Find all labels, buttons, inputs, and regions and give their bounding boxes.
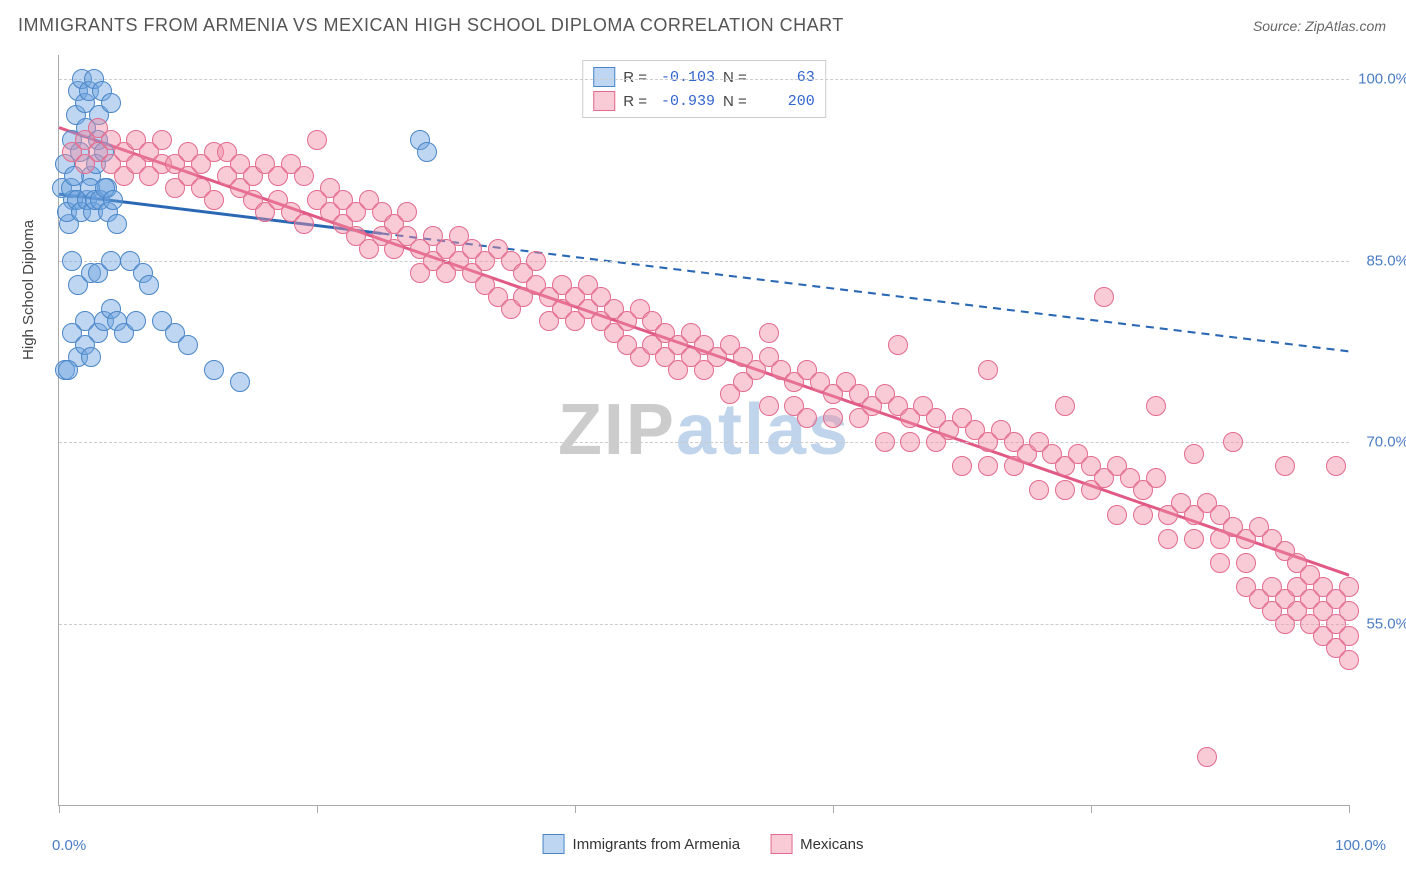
r-label: R = — [623, 93, 647, 110]
n-label: N = — [723, 93, 747, 110]
data-point-mexicans — [1184, 529, 1204, 549]
y-axis-title: High School Diploma — [20, 220, 37, 360]
plot-area: ZIPatlas R =-0.103N =63R =-0.939N =200 1… — [58, 55, 1349, 806]
data-point-mexicans — [1197, 747, 1217, 767]
series-legend: Immigrants from Armenia Mexicans — [543, 834, 864, 854]
stats-row-armenia: R = -0.103 N = 63 — [593, 65, 815, 89]
data-point-armenia — [62, 251, 82, 271]
gridline — [59, 79, 1349, 80]
gridline — [59, 624, 1349, 625]
gridline — [59, 261, 1349, 262]
data-point-armenia — [58, 360, 78, 380]
data-point-mexicans — [823, 408, 843, 428]
data-point-mexicans — [1146, 468, 1166, 488]
data-point-mexicans — [759, 323, 779, 343]
r-label: R = — [623, 69, 647, 86]
data-point-mexicans — [204, 190, 224, 210]
source-attribution: Source: ZipAtlas.com — [1253, 18, 1386, 34]
stats-row-mexicans: R = -0.939 N = 200 — [593, 89, 815, 113]
data-point-mexicans — [1055, 396, 1075, 416]
y-tick-label: 85.0% — [1366, 252, 1406, 269]
data-point-mexicans — [1158, 529, 1178, 549]
x-tick — [1349, 805, 1350, 813]
data-point-mexicans — [888, 335, 908, 355]
x-tick — [833, 805, 834, 813]
data-point-armenia — [101, 93, 121, 113]
legend-item-mexicans: Mexicans — [770, 834, 863, 854]
data-point-mexicans — [1133, 505, 1153, 525]
x-axis-min-label: 0.0% — [52, 837, 86, 854]
y-tick-label: 100.0% — [1358, 71, 1406, 88]
data-point-mexicans — [307, 130, 327, 150]
stats-legend: R = -0.103 N = 63 R = -0.939 N = 200 — [582, 60, 826, 118]
data-point-armenia — [107, 214, 127, 234]
y-tick-label: 70.0% — [1366, 434, 1406, 451]
data-point-mexicans — [759, 396, 779, 416]
data-point-armenia — [81, 347, 101, 367]
data-point-mexicans — [1275, 456, 1295, 476]
data-point-mexicans — [1339, 577, 1359, 597]
data-point-mexicans — [900, 432, 920, 452]
n-value: 200 — [755, 93, 815, 110]
data-point-mexicans — [978, 360, 998, 380]
n-label: N = — [723, 69, 747, 86]
legend-label: Mexicans — [800, 836, 863, 853]
x-tick — [1091, 805, 1092, 813]
data-point-mexicans — [397, 202, 417, 222]
data-point-armenia — [230, 372, 250, 392]
data-point-armenia — [103, 190, 123, 210]
data-point-mexicans — [1146, 396, 1166, 416]
data-point-armenia — [101, 251, 121, 271]
data-point-mexicans — [875, 432, 895, 452]
r-value: -0.939 — [655, 93, 715, 110]
data-point-mexicans — [952, 456, 972, 476]
legend-swatch — [543, 834, 565, 854]
data-point-mexicans — [1339, 650, 1359, 670]
data-point-mexicans — [1236, 553, 1256, 573]
legend-swatch — [770, 834, 792, 854]
data-point-armenia — [204, 360, 224, 380]
data-point-mexicans — [1339, 626, 1359, 646]
n-value: 63 — [755, 69, 815, 86]
data-point-armenia — [126, 311, 146, 331]
y-tick-label: 55.0% — [1366, 615, 1406, 632]
gridline — [59, 442, 1349, 443]
data-point-mexicans — [1326, 456, 1346, 476]
data-point-mexicans — [294, 214, 314, 234]
data-point-mexicans — [294, 166, 314, 186]
x-tick — [59, 805, 60, 813]
data-point-mexicans — [1107, 505, 1127, 525]
x-tick — [317, 805, 318, 813]
x-axis-max-label: 100.0% — [1335, 837, 1386, 854]
r-value: -0.103 — [655, 69, 715, 86]
chart-title: IMMIGRANTS FROM ARMENIA VS MEXICAN HIGH … — [18, 15, 844, 36]
data-point-mexicans — [1339, 601, 1359, 621]
legend-label: Immigrants from Armenia — [573, 836, 741, 853]
data-point-mexicans — [1184, 444, 1204, 464]
data-point-mexicans — [1223, 432, 1243, 452]
data-point-mexicans — [1029, 480, 1049, 500]
data-point-armenia — [139, 275, 159, 295]
legend-swatch — [593, 67, 615, 87]
data-point-mexicans — [526, 251, 546, 271]
x-tick — [575, 805, 576, 813]
data-point-armenia — [417, 142, 437, 162]
data-point-mexicans — [797, 408, 817, 428]
data-point-mexicans — [978, 456, 998, 476]
legend-item-armenia: Immigrants from Armenia — [543, 834, 741, 854]
data-point-mexicans — [152, 130, 172, 150]
data-point-mexicans — [1210, 553, 1230, 573]
legend-swatch — [593, 91, 615, 111]
data-point-mexicans — [1094, 287, 1114, 307]
data-point-armenia — [178, 335, 198, 355]
data-point-mexicans — [1055, 480, 1075, 500]
